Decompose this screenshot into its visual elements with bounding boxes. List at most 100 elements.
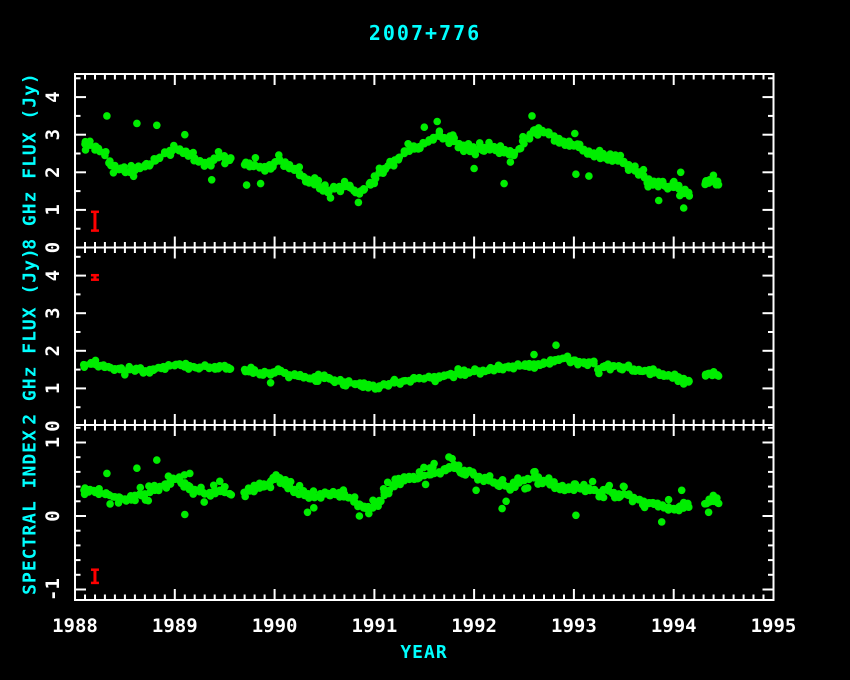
data-point	[346, 181, 354, 190]
data-point	[106, 500, 114, 508]
data-point	[684, 499, 692, 508]
data-point	[194, 158, 203, 166]
data-point	[599, 493, 608, 502]
data-point	[414, 145, 423, 153]
data-point	[359, 185, 368, 193]
data-point	[345, 377, 353, 385]
tick-labels: 1988 1989 1990 1991 1992 1993 1994 1995 0 1 2 3 4 0 1 2…	[42, 91, 796, 637]
data-point	[164, 361, 173, 369]
data-point	[314, 370, 323, 379]
chart-title: 2007+776	[369, 21, 481, 45]
panel-frame-3	[74, 424, 775, 601]
data-point	[469, 468, 477, 476]
data-point-outlier	[679, 380, 688, 388]
data-point	[310, 504, 318, 512]
data-point-outlier	[572, 170, 580, 178]
data-point	[314, 377, 322, 386]
data-point-outlier	[704, 508, 713, 517]
data-point-outlier	[498, 504, 506, 513]
data-point-outlier	[153, 121, 161, 130]
data-point	[79, 360, 88, 369]
data-point	[200, 498, 208, 506]
data-point	[154, 154, 163, 163]
data-point	[285, 373, 293, 382]
data-point	[244, 484, 253, 493]
panel-frame-2	[74, 246, 775, 426]
data-point	[102, 148, 110, 156]
data-point	[275, 151, 283, 159]
data-point-outlier	[420, 123, 429, 131]
data-point	[559, 137, 567, 145]
data-point	[321, 181, 329, 189]
data-point	[514, 360, 522, 368]
data-point-outlier	[433, 117, 442, 126]
plot-frames	[74, 73, 775, 601]
data-point	[518, 137, 527, 145]
data-point	[224, 363, 232, 372]
y-tick-label: -1	[42, 578, 64, 601]
data-point	[295, 163, 304, 171]
data-point	[209, 481, 218, 490]
data-point	[109, 493, 118, 501]
data-point	[420, 463, 428, 472]
y-tick-label: 0	[42, 510, 64, 521]
data-point-outlier	[266, 379, 275, 387]
data-point	[571, 129, 579, 138]
data-point	[227, 154, 235, 163]
data-point	[413, 474, 422, 483]
data-point-outlier	[654, 196, 663, 205]
data-point	[86, 137, 94, 146]
data-point-outlier	[242, 181, 251, 189]
data-point	[114, 364, 123, 373]
data-point	[189, 490, 197, 498]
data-point	[523, 474, 532, 483]
data-point-outlier	[470, 164, 478, 173]
y-axis-title-spectral-index: SPECTRAL INDEX	[20, 429, 41, 595]
data-point	[389, 481, 397, 489]
data-point	[136, 483, 145, 492]
data-point	[225, 489, 234, 498]
data-point-outlier	[448, 454, 457, 463]
data-point	[638, 367, 647, 376]
data-point-outlier	[572, 511, 580, 520]
y-tick-label: 3	[42, 129, 64, 140]
data-point	[664, 495, 673, 504]
data-point	[480, 147, 488, 155]
data-point	[336, 187, 345, 196]
data-point	[454, 365, 462, 373]
data-point	[371, 174, 380, 183]
data-point	[429, 375, 438, 383]
data-point	[713, 494, 721, 502]
data-point-outlier	[657, 518, 666, 526]
data-point	[394, 156, 403, 164]
data-point	[95, 490, 103, 499]
data-point-outlier	[181, 510, 189, 519]
data-point	[575, 140, 584, 149]
data-point	[484, 366, 493, 375]
data-point-outlier	[679, 204, 688, 212]
data-point	[714, 181, 723, 189]
data-point	[216, 477, 224, 486]
y-axis-title-2ghz-flux: 2 GHz FLUX (Jy)	[20, 247, 41, 425]
panel-frame-1	[74, 73, 775, 249]
data-point	[305, 494, 313, 502]
data-point-outlier	[303, 508, 312, 517]
data-point-outlier	[585, 172, 593, 180]
data-point	[214, 153, 223, 162]
data-point	[170, 141, 178, 150]
data-point	[435, 469, 443, 477]
data-point-outlier	[355, 512, 364, 520]
data-point	[538, 126, 547, 135]
data-point	[221, 483, 229, 491]
data-point	[274, 365, 283, 373]
data-point-outlier	[354, 198, 363, 207]
data-point	[604, 483, 612, 492]
data-point	[215, 364, 223, 372]
data-point	[169, 474, 177, 483]
data-points-panel-3	[80, 453, 723, 526]
data-point	[499, 365, 507, 374]
y-tick-label: 4	[42, 91, 64, 102]
error-bar-panel-2	[90, 273, 99, 281]
plot-content: 1988 1989 1990 1991 1992 1993 1994 1995 0 1 2 3 4 0 1 2…	[42, 73, 796, 637]
